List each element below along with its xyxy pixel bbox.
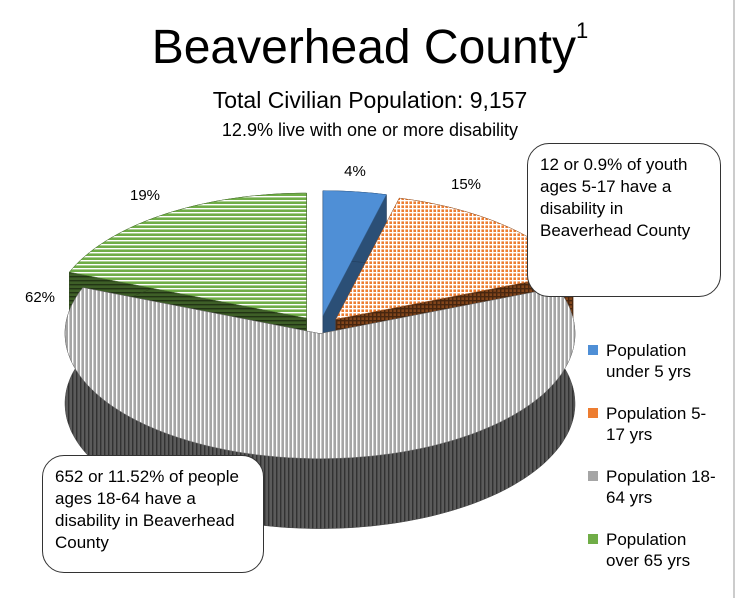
slice	[322, 190, 387, 316]
subtitle: Total Civilian Population: 9,157	[213, 87, 528, 113]
legend-key	[588, 471, 598, 481]
legend-label: Population under 5 yrs	[606, 341, 692, 381]
title-superscript: 1	[576, 18, 588, 43]
slice	[64, 287, 576, 459]
legend-item: Population under 5 yrs	[588, 340, 723, 382]
callout: 652 or 11.52% of people ages 18-64 have …	[42, 455, 264, 573]
data-label: 4%	[344, 163, 366, 180]
title-text: Beaverhead County	[152, 21, 576, 74]
data-label: 15%	[451, 176, 481, 193]
legend-item: Population over 65 yrs	[588, 529, 723, 571]
legend-item: Population 18-64 yrs	[588, 466, 723, 508]
chart-title: Beaverhead County1	[152, 18, 589, 74]
legend-key	[588, 408, 598, 418]
legend-label: Population over 65 yrs	[606, 530, 691, 570]
legend-item: Population 5-17 yrs	[588, 403, 723, 445]
callout: 12 or 0.9% of youth ages 5-17 have a dis…	[527, 143, 721, 297]
legend-key	[588, 534, 598, 544]
data-label: 62%	[25, 289, 55, 306]
subtitle: 12.9% live with one or more disability	[222, 120, 518, 140]
data-label: 19%	[130, 187, 160, 204]
slice	[68, 192, 307, 319]
legend-label: Population 18-64 yrs	[606, 467, 716, 507]
legend-key	[588, 345, 598, 355]
legend-label: Population 5-17 yrs	[606, 404, 707, 444]
